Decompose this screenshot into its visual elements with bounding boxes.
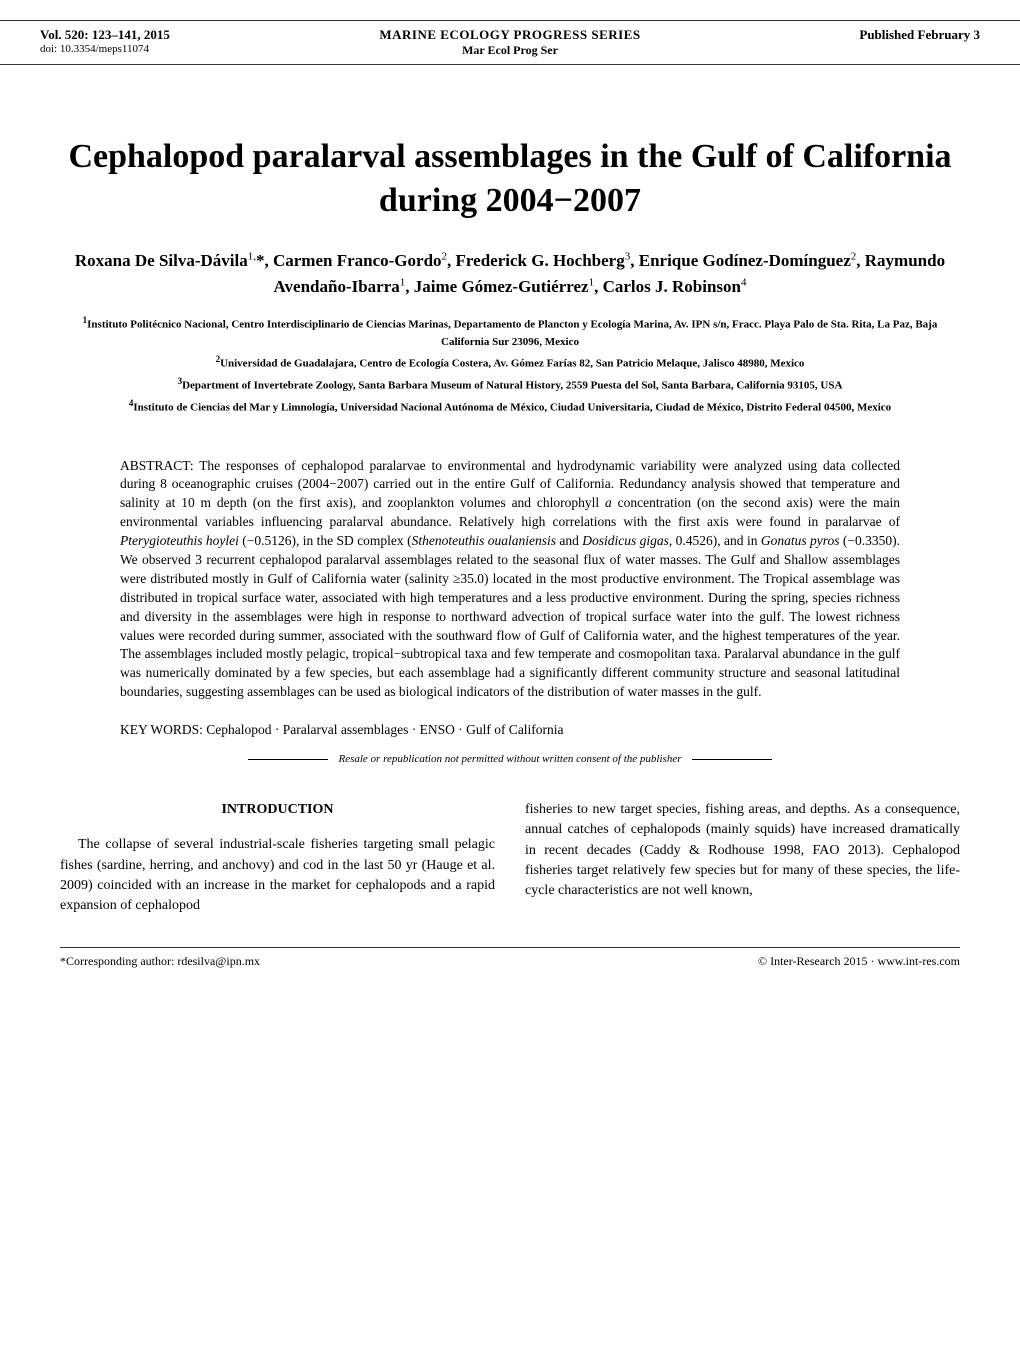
volume-line: Vol. 520: 123–141, 2015 bbox=[40, 27, 316, 43]
abstract-label: ABSTRACT: bbox=[120, 458, 199, 473]
doi-line: doi: 10.3354/meps11074 bbox=[40, 43, 316, 55]
affiliation-1: 1Instituto Politécnico Nacional, Centro … bbox=[80, 314, 940, 350]
journal-name: MARINE ECOLOGY PROGRESS SERIES bbox=[316, 27, 703, 43]
header-bar: Vol. 520: 123–141, 2015 doi: 10.3354/mep… bbox=[0, 20, 1020, 65]
article-title: Cephalopod paralarval assemblages in the… bbox=[60, 135, 960, 223]
publication-date: Published February 3 bbox=[859, 27, 980, 42]
affiliation-2: 2Universidad de Guadalajara, Centro de E… bbox=[80, 353, 940, 372]
intro-heading: INTRODUCTION bbox=[60, 800, 495, 820]
corresponding-author: *Corresponding author: rdesilva@ipn.mx bbox=[60, 954, 260, 969]
intro-col-right: fisheries to new target species, fishing… bbox=[525, 800, 960, 916]
abstract-text: The responses of cephalopod paralarvae t… bbox=[120, 458, 900, 700]
footer-bar: *Corresponding author: rdesilva@ipn.mx ©… bbox=[60, 947, 960, 969]
copyright-notice: © Inter-Research 2015 · www.int-res.com bbox=[758, 954, 960, 969]
affiliations-block: 1Instituto Politécnico Nacional, Centro … bbox=[80, 314, 940, 416]
keywords-block: KEY WORDS: Cephalopod · Paralarval assem… bbox=[120, 722, 900, 738]
resale-notice: Resale or republication not permitted wi… bbox=[120, 753, 900, 765]
affiliation-3: 3Department of Invertebrate Zoology, San… bbox=[80, 375, 940, 394]
keywords-label: KEY WORDS: bbox=[120, 722, 206, 737]
journal-abbrev: Mar Ecol Prog Ser bbox=[316, 43, 703, 58]
keywords-text: Cephalopod · Paralarval assemblages · EN… bbox=[206, 722, 563, 737]
authors-list: Roxana De Silva-Dávila1,*, Carmen Franco… bbox=[60, 248, 960, 299]
intro-para-1: The collapse of several industrial-scale… bbox=[60, 835, 495, 916]
resale-text: Resale or republication not permitted wi… bbox=[338, 753, 681, 765]
header-left: Vol. 520: 123–141, 2015 doi: 10.3354/mep… bbox=[0, 27, 316, 58]
intro-para-2: fisheries to new target species, fishing… bbox=[525, 800, 960, 901]
affiliation-4: 4Instituto de Ciencias del Mar y Limnolo… bbox=[80, 397, 940, 416]
title-block: Cephalopod paralarval assemblages in the… bbox=[60, 135, 960, 417]
intro-col-left: INTRODUCTION The collapse of several ind… bbox=[60, 800, 495, 916]
header-center: MARINE ECOLOGY PROGRESS SERIES Mar Ecol … bbox=[316, 27, 703, 58]
intro-section: INTRODUCTION The collapse of several ind… bbox=[60, 800, 960, 916]
header-right: Published February 3 bbox=[704, 27, 1020, 58]
abstract-block: ABSTRACT: The responses of cephalopod pa… bbox=[120, 457, 900, 703]
